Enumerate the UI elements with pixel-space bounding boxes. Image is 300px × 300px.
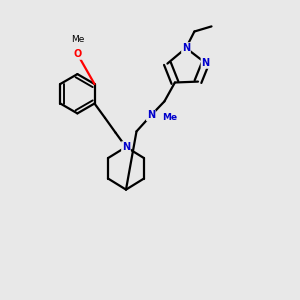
Text: N: N xyxy=(147,110,155,121)
Text: N: N xyxy=(201,58,210,68)
Text: N: N xyxy=(122,142,130,152)
Text: Me: Me xyxy=(162,113,177,122)
Text: N: N xyxy=(182,43,190,53)
Text: O: O xyxy=(73,49,82,59)
Text: Me: Me xyxy=(71,34,84,43)
